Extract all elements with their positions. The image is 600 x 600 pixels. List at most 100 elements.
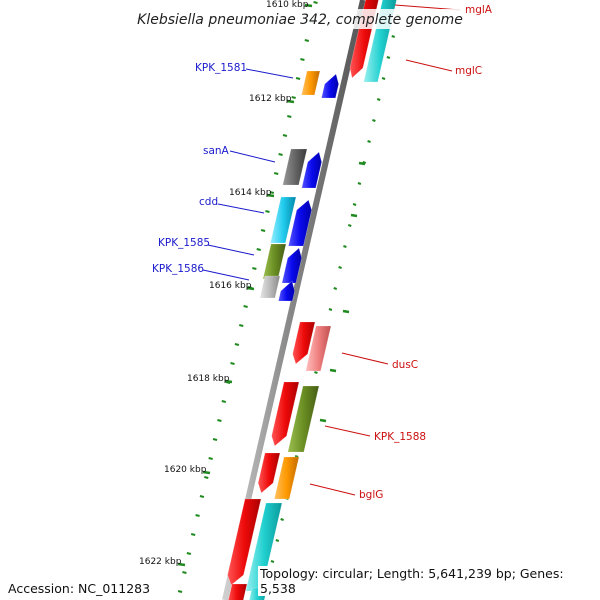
tick-mark — [343, 245, 347, 248]
tick-mark — [294, 455, 299, 458]
gene-feature-outline — [273, 456, 300, 500]
major-tick — [304, 3, 313, 8]
gene-feature-outline — [262, 243, 287, 280]
gene-label[interactable]: mglA — [465, 4, 493, 16]
leader-line — [207, 244, 255, 256]
tick-mark — [376, 98, 381, 101]
kbp-label: 1610 kbp — [266, 0, 309, 10]
tick-mark — [204, 476, 209, 479]
gene-feature-outline — [228, 583, 248, 600]
gene-feature — [292, 322, 315, 364]
gene-label[interactable]: mglC — [455, 65, 482, 77]
gene-feature — [305, 326, 331, 371]
major-tick — [350, 213, 358, 218]
tick-mark — [328, 308, 333, 311]
gene-feature-outline — [288, 199, 313, 247]
kbp-label: 1612 kbp — [249, 94, 292, 104]
tick-mark — [357, 182, 362, 185]
tick-mark — [199, 495, 205, 498]
gene-label[interactable]: KPK_1586 — [152, 263, 204, 275]
gene-feature — [274, 457, 299, 499]
gene-feature-outline — [257, 452, 281, 494]
gene-feature — [262, 244, 286, 279]
tick-mark — [190, 533, 196, 536]
gene-feature-outline — [227, 498, 262, 586]
gene-label[interactable]: KPK_1581 — [195, 62, 247, 74]
gene-label[interactable]: KPK_1585 — [158, 237, 210, 249]
tick-mark — [212, 438, 218, 441]
tick-mark — [275, 539, 280, 542]
tick-mark — [270, 560, 275, 563]
tick-mark — [367, 140, 371, 143]
gene-feature — [287, 386, 319, 452]
tick-mark — [347, 224, 352, 227]
tick-mark — [269, 191, 275, 194]
gene-feature-outline — [270, 196, 297, 244]
gene-label[interactable]: sanA — [203, 145, 230, 157]
leader-line — [324, 425, 371, 437]
tick-mark — [217, 419, 222, 422]
leader-line — [202, 269, 250, 281]
tick-mark — [182, 571, 187, 574]
tick-mark — [362, 161, 367, 164]
tick-mark — [391, 35, 396, 38]
tick-mark — [314, 371, 318, 374]
tick-mark — [265, 210, 270, 213]
gene-feature — [288, 200, 312, 246]
gene-label[interactable]: bglG — [359, 489, 383, 501]
tick-mark — [243, 305, 248, 308]
gene-feature-outline — [292, 321, 316, 365]
tick-mark — [260, 229, 266, 232]
gene-feature-outline — [301, 151, 323, 189]
leader-line — [245, 68, 294, 79]
gene-feature — [271, 382, 299, 446]
tick-mark — [295, 77, 301, 80]
gene-feature-outline — [271, 381, 300, 447]
major-tick — [202, 470, 211, 475]
gene-feature — [228, 584, 247, 600]
tick-mark — [386, 56, 391, 59]
major-tick — [177, 562, 186, 567]
kbp-label: 1616 kbp — [209, 281, 252, 291]
tick-mark — [195, 514, 200, 517]
gene-label[interactable]: KPK_1588 — [374, 431, 426, 443]
gene-feature — [321, 74, 339, 98]
gene-feature-outline — [281, 247, 303, 284]
gene-feature-outline — [301, 70, 321, 96]
minor-ticks-right — [265, 14, 400, 584]
tick-mark — [381, 77, 386, 80]
major-tick — [319, 418, 327, 423]
tick-mark — [313, 1, 318, 4]
kbp-label: 1620 kbp — [164, 465, 207, 475]
gene-feature — [301, 152, 322, 188]
tick-mark — [186, 552, 192, 555]
tick-mark — [230, 362, 235, 365]
tick-mark — [273, 172, 279, 175]
topology-text: Topology: circular; Length: 5,641,239 bp… — [258, 566, 600, 596]
gene-feature — [259, 276, 280, 298]
gene-label[interactable]: dusC — [392, 359, 418, 371]
tick-mark — [372, 119, 376, 122]
tick-mark — [239, 324, 244, 327]
gene-feature-outline — [282, 148, 308, 186]
leader-line — [341, 352, 389, 365]
leader-line — [309, 483, 356, 496]
gene-feature — [270, 197, 296, 243]
tick-mark — [338, 266, 342, 269]
gene-feature — [282, 149, 307, 185]
tick-mark — [287, 115, 292, 118]
gene-feature-outline — [259, 275, 281, 299]
feature-track — [227, 0, 397, 600]
gene-feature — [278, 281, 295, 301]
gene-feature-outline — [305, 325, 332, 372]
tick-mark — [333, 287, 338, 290]
gene-label[interactable]: cdd — [199, 196, 218, 208]
accession-text: Accession: NC_011283 — [6, 581, 153, 596]
minor-ticks-left — [177, 1, 318, 593]
reverse-gene-labels: mglA mglC dusC KPK_1588 bglG — [359, 4, 493, 501]
tick-mark — [304, 39, 310, 42]
leader-line — [405, 59, 453, 72]
kbp-scale: 1610 kbp 1612 kbp 1614 kbp 1616 kbp 1618… — [139, 0, 309, 567]
tick-mark — [291, 96, 296, 99]
